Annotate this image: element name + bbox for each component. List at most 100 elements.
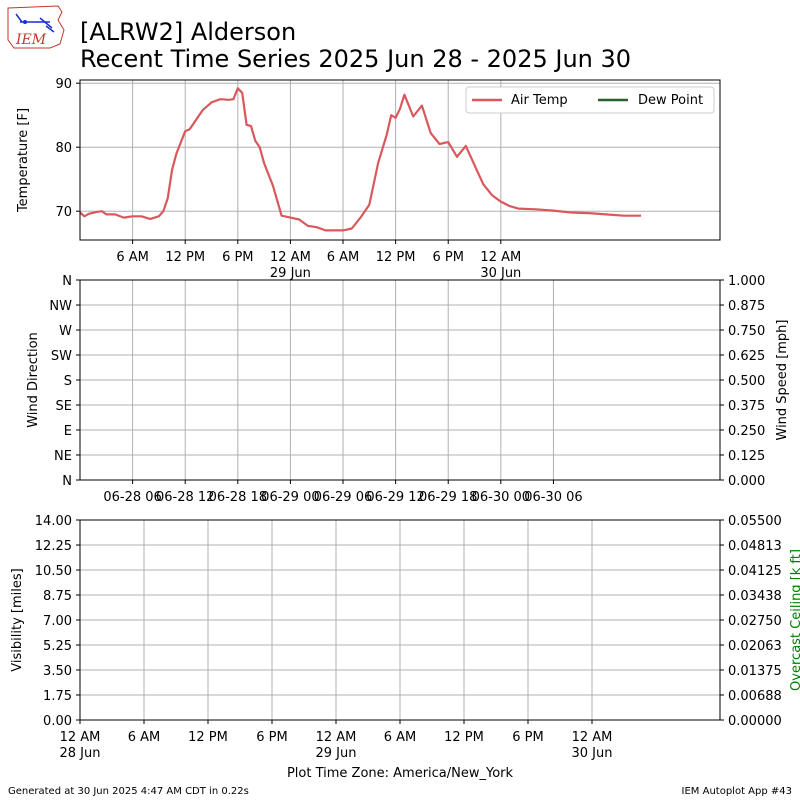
wind-speed-ticks: 0.000 0.125 0.250 0.375 0.500 0.625 0.750 0.875… bbox=[720, 274, 765, 489]
wind-direction-ticks: N NE E SE S SW W NW N bbox=[49, 274, 80, 489]
temperature-xtick-label: 12 AM bbox=[270, 250, 311, 265]
visibility-panel: 0.001.753.505.257.008.7510.5012.2514.00 … bbox=[10, 514, 800, 761]
visibility-xtick-label: 12 PM bbox=[444, 730, 484, 745]
visibility-ytick-label: 12.25 bbox=[35, 539, 72, 554]
wind-y2tick-label: 1.000 bbox=[728, 274, 765, 289]
visibility-ytick-label: 7.00 bbox=[43, 614, 72, 629]
wind-grid bbox=[80, 280, 720, 480]
visibility-xtick-label: 6 AM bbox=[128, 730, 161, 745]
temperature-ytick-label: 90 bbox=[55, 77, 72, 92]
visibility-y2tick-label: 0.04125 bbox=[728, 564, 782, 579]
visibility-y2tick-label: 0.02750 bbox=[728, 614, 782, 629]
wind-xtick-label: 06-30 06 bbox=[524, 490, 582, 505]
temperature-xtick-date: 29 Jun bbox=[270, 266, 311, 281]
wind-y2tick-label: 0.750 bbox=[728, 324, 765, 339]
temperature-ytick-label: 80 bbox=[55, 141, 72, 156]
temperature-xtick-label: 6 PM bbox=[432, 250, 463, 265]
temperature-xtick-label: 6 AM bbox=[116, 250, 149, 265]
ceiling-ticks: 0.00000 0.00688 0.01375 0.02063 0.02750 0.034… bbox=[720, 514, 782, 729]
wind-speed-label: Wind Speed [mph] bbox=[775, 320, 790, 441]
visibility-ticks: 0.00 1.75 3.50 5.25 7.00 8.75 10.50 12.25 14.00 bbox=[35, 514, 80, 729]
wind-ytick-label: W bbox=[59, 324, 72, 339]
visibility-xtick-label: 6 PM bbox=[512, 730, 543, 745]
wind-ytick-label: E bbox=[64, 424, 72, 439]
temperature-plot-area bbox=[79, 79, 721, 241]
visibility-ytick-label: 1.75 bbox=[43, 689, 72, 704]
legend-air-temp-label: Air Temp bbox=[511, 93, 568, 108]
wind-ytick-label: NE bbox=[54, 449, 72, 464]
visibility-xtick-date: 30 Jun bbox=[572, 746, 613, 761]
app-label: IEM Autoplot App #43 bbox=[682, 786, 792, 797]
chart-subtitle: Recent Time Series 2025 Jun 28 - 2025 Ju… bbox=[80, 45, 631, 73]
visibility-xtick-label: 6 PM bbox=[256, 730, 287, 745]
visibility-y2tick-label: 0.00688 bbox=[728, 689, 782, 704]
visibility-y2tick-label: 0.01375 bbox=[728, 664, 782, 679]
temperature-xtick-label: 12 PM bbox=[376, 250, 416, 265]
visibility-y2tick-label: 0.03438 bbox=[728, 589, 782, 604]
wind-y2tick-label: 0.250 bbox=[728, 424, 765, 439]
iem-logo: IEM bbox=[7, 5, 65, 49]
temperature-y-label: Temperature [F] bbox=[16, 108, 31, 213]
visibility-ytick-label: 5.25 bbox=[43, 639, 72, 654]
wind-xtick-label: 06-29 06 bbox=[314, 490, 372, 505]
wind-ytick-label: SW bbox=[51, 349, 72, 364]
temperature-xtick-label: 12 PM bbox=[165, 250, 205, 265]
wind-ytick-label: NW bbox=[49, 299, 72, 314]
visibility-xtick-label: 12 AM bbox=[572, 730, 613, 745]
visibility-y2tick-label: 0.05500 bbox=[728, 514, 782, 529]
visibility-xtick-label: 12 AM bbox=[316, 730, 357, 745]
visibility-ytick-label: 0.00 bbox=[43, 714, 72, 729]
temperature-xtick-label: 6 AM bbox=[327, 250, 360, 265]
wind-ytick-label: SE bbox=[56, 399, 72, 414]
visibility-xtick-label: 6 AM bbox=[384, 730, 417, 745]
wind-y2tick-label: 0.875 bbox=[728, 299, 765, 314]
visibility-xtick-date: 29 Jun bbox=[316, 746, 357, 761]
wind-y2tick-label: 0.000 bbox=[728, 474, 765, 489]
visibility-y-label: Visibility [miles] bbox=[10, 568, 25, 671]
wind-direction-label: Wind Direction bbox=[26, 332, 41, 428]
temperature-y-ticks: 70 80 90 bbox=[55, 77, 80, 220]
wind-y2tick-label: 0.500 bbox=[728, 374, 765, 389]
visibility-y2tick-label: 0.04813 bbox=[728, 539, 782, 554]
iem-logo-text: IEM bbox=[15, 32, 47, 48]
temperature-xtick-date: 30 Jun bbox=[480, 266, 521, 281]
visibility-grid bbox=[80, 520, 720, 720]
legend-box bbox=[465, 86, 715, 114]
wind-y2tick-label: 0.375 bbox=[728, 399, 765, 414]
wind-xtick-label: 06-30 00 bbox=[472, 490, 530, 505]
visibility-ytick-label: 14.00 bbox=[35, 514, 72, 529]
air-temp-line bbox=[79, 87, 642, 232]
wind-y2tick-label: 0.625 bbox=[728, 349, 765, 364]
wind-xtick-label: 06-29 00 bbox=[261, 490, 319, 505]
visibility-ytick-label: 8.75 bbox=[43, 589, 72, 604]
visibility-y2tick-label: 0.02063 bbox=[728, 639, 782, 654]
temperature-legend: Air Temp Dew Point bbox=[465, 86, 715, 114]
wind-xtick-label: 06-29 18 bbox=[419, 490, 477, 505]
visibility-xtick-date: 28 Jun bbox=[60, 746, 101, 761]
visibility-ytick-label: 3.50 bbox=[43, 664, 72, 679]
generated-note: Generated at 30 Jun 2025 4:47 AM CDT in … bbox=[8, 786, 249, 797]
wind-xtick-label: 06-28 06 bbox=[103, 490, 161, 505]
ceiling-y-label: Overcast Ceiling [k ft] bbox=[789, 549, 800, 691]
visibility-y2tick-label: 0.00000 bbox=[728, 714, 782, 729]
legend-dew-point-label: Dew Point bbox=[638, 93, 703, 108]
wind-ytick-label: N bbox=[62, 474, 72, 489]
temperature-xtick-label: 6 PM bbox=[222, 250, 253, 265]
wind-y2tick-label: 0.125 bbox=[728, 449, 765, 464]
wind-xtick-label: 06-29 12 bbox=[366, 490, 424, 505]
visibility-xtick-label: 12 AM bbox=[60, 730, 101, 745]
visibility-ytick-label: 10.50 bbox=[35, 564, 72, 579]
wind-xtick-label: 06-28 18 bbox=[209, 490, 267, 505]
visibility-xtick-label: 12 PM bbox=[188, 730, 228, 745]
chart-title: [ALRW2] Alderson bbox=[80, 18, 296, 46]
wind-ytick-label: S bbox=[64, 374, 72, 389]
wind-ytick-label: N bbox=[62, 274, 72, 289]
timezone-label: Plot Time Zone: America/New_York bbox=[287, 766, 514, 781]
temperature-xtick-label: 12 AM bbox=[480, 250, 521, 265]
